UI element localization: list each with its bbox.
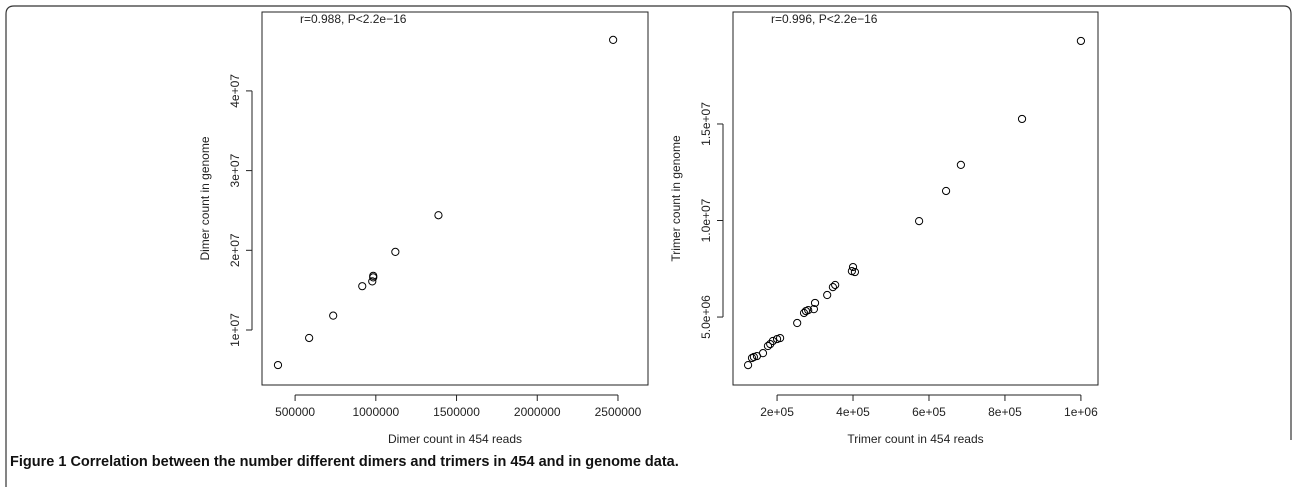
x-tick-label: 1500000: [433, 405, 480, 419]
point: [758, 349, 768, 358]
point: [831, 280, 840, 290]
point: [743, 361, 753, 370]
x-tick-label: 6e+05: [912, 405, 946, 419]
x-axis-label: Dimer count in 454 reads: [388, 432, 522, 446]
y-tick-label: 2e+07: [228, 233, 242, 267]
point: [1076, 36, 1086, 46]
plot-box: [261, 11, 649, 386]
point: [915, 216, 924, 226]
y-axis-label: Dimer count in genome: [198, 136, 212, 260]
annotation: r=0.996, P<2.2e−16: [771, 12, 878, 26]
point: [329, 311, 338, 320]
caption: Figure 1 Correlation between the number …: [10, 454, 679, 470]
point: [793, 318, 802, 328]
point: [775, 333, 785, 343]
point: [305, 333, 314, 343]
point: [368, 277, 377, 286]
point: [941, 186, 951, 196]
x-tick-label: 4e+05: [836, 405, 870, 419]
point: [810, 298, 820, 308]
x-axis-label: Trimer count in 454 reads: [847, 432, 983, 446]
x-tick-label: 2500000: [595, 405, 642, 419]
point: [1017, 114, 1027, 124]
point: [369, 273, 378, 282]
y-axis-label: Trimer count in genome: [669, 135, 683, 262]
point: [358, 282, 367, 291]
y-tick-label: 4e+07: [228, 74, 242, 108]
plot-box: [732, 11, 1099, 386]
annotation: r=0.988, P<2.2e−16: [300, 12, 407, 26]
point: [391, 247, 400, 256]
point: [609, 35, 618, 44]
x-tick-label: 8e+05: [988, 405, 1022, 419]
point: [848, 262, 858, 272]
point: [763, 341, 773, 351]
point: [956, 160, 965, 170]
y-tick-label: 3e+07: [228, 153, 242, 187]
point: [804, 305, 813, 315]
y-tick-label: 1.0e+07: [699, 198, 713, 242]
point: [369, 271, 378, 280]
point: [809, 305, 819, 314]
x-tick-label: 1000000: [352, 405, 399, 419]
x-tick-label: 500000: [275, 405, 315, 419]
caption-label: Figure 1: [10, 454, 66, 470]
x-tick-label: 2e+05: [760, 405, 794, 419]
caption-text: Correlation between the number different…: [70, 454, 678, 470]
point: [799, 308, 809, 318]
point: [850, 267, 860, 277]
x-tick-label: 2000000: [514, 405, 561, 419]
point: [273, 360, 283, 370]
point: [434, 211, 443, 220]
y-tick-label: 1e+07: [228, 313, 242, 347]
y-tick-label: 1.5e+07: [699, 102, 713, 146]
x-tick-label: 1e+06: [1064, 405, 1098, 419]
y-tick-label: 5.0e+06: [699, 295, 713, 339]
point: [828, 283, 837, 292]
point: [747, 353, 757, 363]
point: [823, 290, 832, 300]
point: [768, 336, 777, 346]
figure-border: [5, 5, 1292, 487]
